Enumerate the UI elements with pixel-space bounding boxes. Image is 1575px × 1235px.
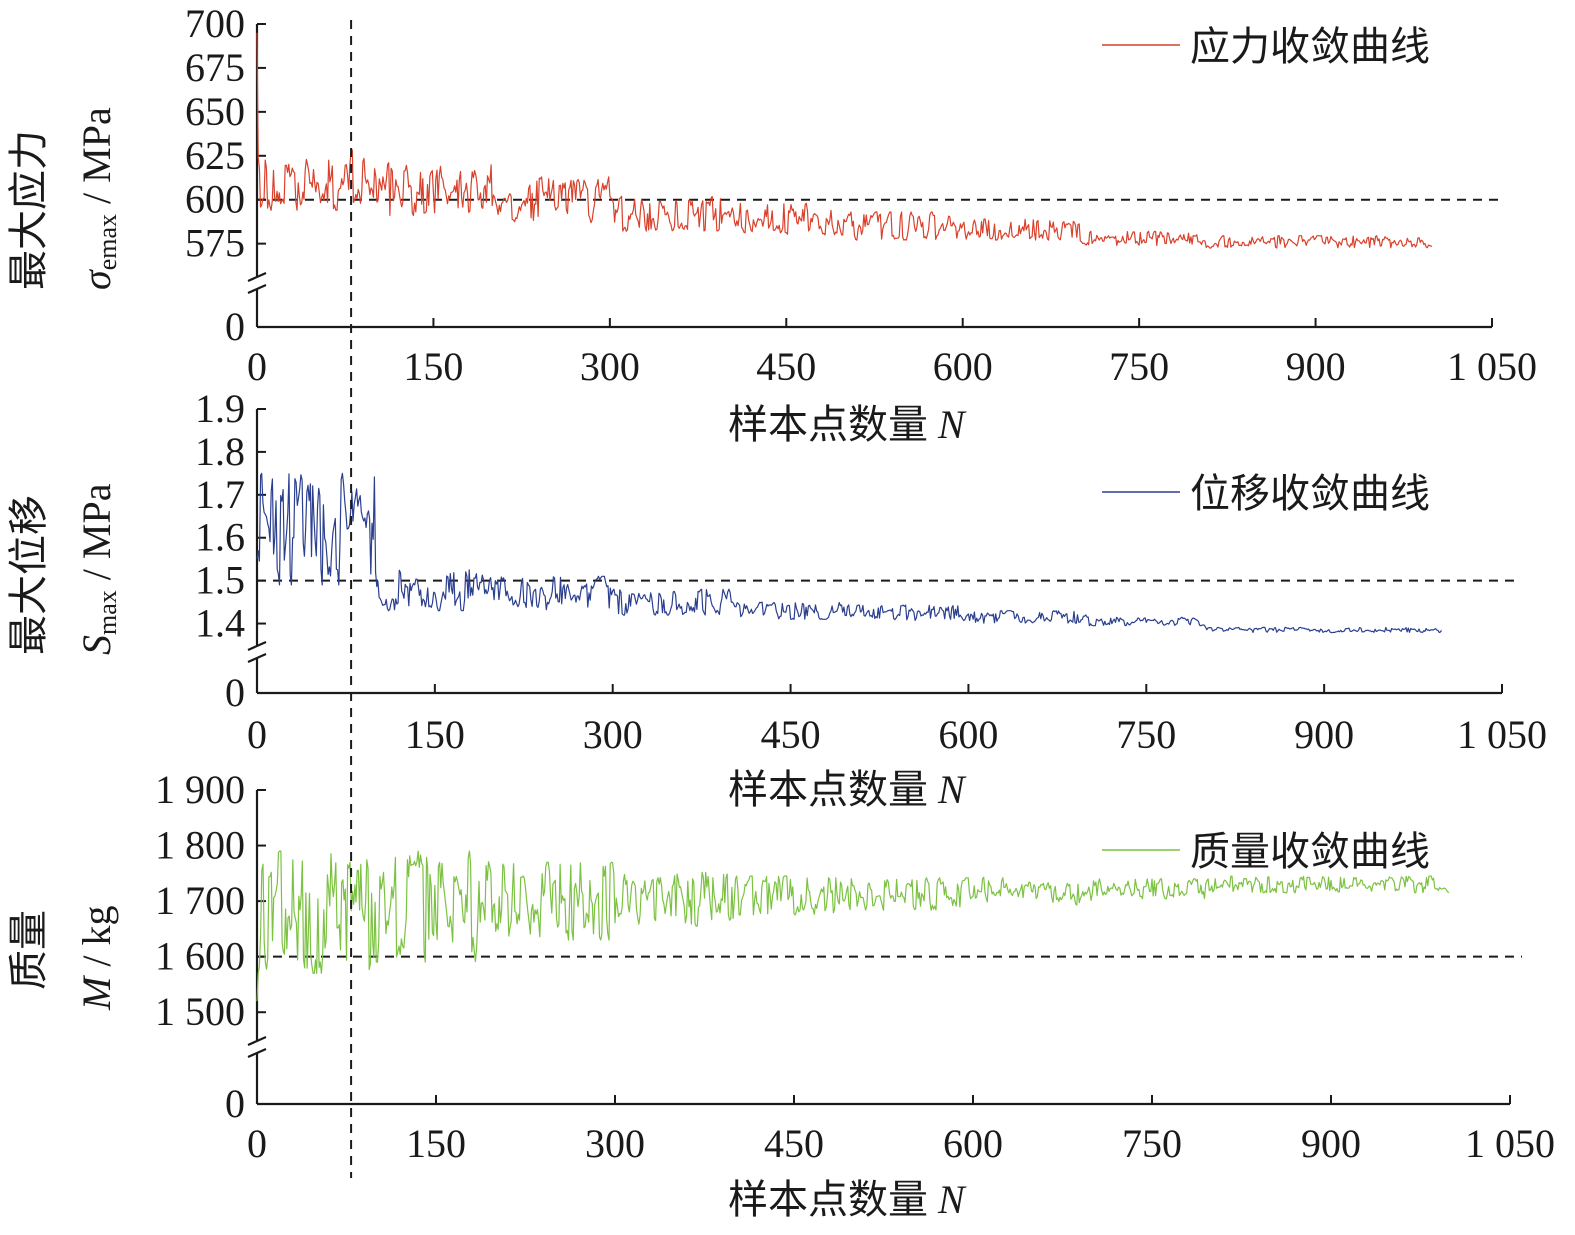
- displacement-y-tick-label: 1.9: [195, 386, 245, 431]
- mass-x-tick-label: 150: [406, 1121, 466, 1166]
- displacement-legend-label: 位移收敛曲线: [1190, 471, 1430, 516]
- stress-axis-break-mark-top: [247, 271, 267, 283]
- displacement-ylabel-sub: max: [93, 590, 122, 635]
- stress-x-tick-label: 1 050: [1447, 344, 1537, 389]
- stress-xlabel-main: 样本点数量: [728, 402, 938, 447]
- stress-x-tick-label: 150: [403, 344, 463, 389]
- displacement-y-axis-label: 最大位移 Smax / MPa: [6, 483, 122, 655]
- stress-y-tick-label: 625: [185, 133, 245, 178]
- stress-x-tick-label: 450: [756, 344, 816, 389]
- mass-legend: 质量收敛曲线: [1102, 829, 1430, 874]
- stress-legend-label: 应力收敛曲线: [1190, 24, 1430, 69]
- displacement-x-tick-label: 750: [1116, 712, 1176, 757]
- stress-x-tick-label: 750: [1109, 344, 1169, 389]
- displacement-x-tick-label: 150: [405, 712, 465, 757]
- stress-y-axis-label: 最大应力 σemax / MPa: [6, 107, 122, 290]
- mass-ylabel-unit-line: M / kg: [74, 906, 119, 1011]
- mass-y-zero-label: 0: [225, 1081, 245, 1126]
- displacement-x-axis-label: 样本点数量 N: [728, 767, 967, 812]
- stress-ylabel-unit: / MPa: [74, 107, 119, 214]
- displacement-x-tick-label: 0: [247, 712, 267, 757]
- displacement-x-tick-label: 900: [1294, 712, 1354, 757]
- stress-ylabel-unit-line: σemax / MPa: [74, 107, 122, 290]
- mass-ylabel-unit: / kg: [74, 906, 119, 977]
- stress-legend: 应力收敛曲线: [1102, 24, 1430, 69]
- stress-axis-break-mark-bottom: [247, 283, 267, 295]
- displacement-y-tick-label: 1.6: [195, 515, 245, 560]
- displacement-legend: 位移收敛曲线: [1102, 471, 1430, 516]
- stress-series: [256, 32, 1504, 249]
- mass-ylabel-main: 质量: [6, 910, 51, 990]
- displacement-series-line: [256, 472, 1442, 634]
- stress-x-tick-label: 300: [580, 344, 640, 389]
- displacement-x-tick-label: 450: [761, 712, 821, 757]
- stress-x-axis-label: 样本点数量 N: [728, 402, 967, 447]
- mass-series: [256, 850, 1522, 1002]
- stress-x-tick-label: 900: [1286, 344, 1346, 389]
- stress-panel: 最大应力 σemax / MPa 0 150 300 450 600 750 900 1 05…: [6, 1, 1537, 447]
- displacement-x-tick-label: 600: [938, 712, 998, 757]
- displacement-ylabel-main: 最大位移: [6, 495, 51, 655]
- mass-x-axis-label: 样本点数量 N: [728, 1177, 967, 1222]
- mass-x-tick-label: 0: [247, 1121, 267, 1166]
- displacement-y-zero-label: 0: [225, 670, 245, 715]
- stress-ylabel-sub: emax: [93, 214, 122, 270]
- mass-x-tick-label: 450: [764, 1121, 824, 1166]
- displacement-ylabel-unit-line: Smax / MPa: [74, 483, 122, 655]
- stress-y-tick-label: 700: [185, 1, 245, 46]
- stress-series-line: [256, 32, 1433, 249]
- mass-xlabel-symbol: N: [937, 1177, 967, 1222]
- mass-y-tick-label: 1 800: [155, 823, 245, 868]
- displacement-y-tick-label: 1.5: [195, 558, 245, 603]
- mass-legend-label: 质量收敛曲线: [1190, 829, 1430, 874]
- displacement-series: [256, 472, 1514, 634]
- mass-axis-break-mark-top: [247, 1035, 267, 1047]
- displacement-x-tick-label: 1 050: [1457, 712, 1547, 757]
- mass-y-tick-label: 1 500: [155, 989, 245, 1034]
- mass-panel: 质量 M / kg 0 150 300 450 600 750 900 1 050 1 500 1…: [6, 767, 1555, 1222]
- displacement-ylabel-unit: / MPa: [74, 483, 119, 590]
- stress-ylabel-main: 最大应力: [6, 130, 51, 290]
- mass-xlabel-main: 样本点数量: [728, 1177, 938, 1222]
- displacement-axis-break-mark-top: [247, 640, 267, 652]
- mass-y-tick-label: 1 600: [155, 934, 245, 979]
- stress-xlabel-symbol: N: [937, 402, 967, 447]
- displacement-axes: 0 150 300 450 600 750 900 1 050 1.41.51.61.71.81…: [195, 386, 1547, 757]
- mass-x-tick-label: 900: [1301, 1121, 1361, 1166]
- mass-y-tick-label: 1 700: [155, 878, 245, 923]
- stress-y-tick-label: 600: [185, 177, 245, 222]
- mass-ylabel-symbol: M: [74, 974, 119, 1011]
- mass-x-tick-label: 750: [1122, 1121, 1182, 1166]
- mass-x-tick-label: 600: [943, 1121, 1003, 1166]
- mass-x-tick-label: 1 050: [1465, 1121, 1555, 1166]
- stress-ylabel-symbol: σ: [74, 269, 119, 290]
- displacement-y-tick-label: 1.8: [195, 429, 245, 474]
- stress-axes: 0 150 300 450 600 750 900 1 0505756006256506757…: [185, 1, 1537, 389]
- stress-y-tick-label: 675: [185, 45, 245, 90]
- displacement-panel: 最大位移 Smax / MPa 0 150 300 450 600 750 900 1 050…: [6, 386, 1547, 812]
- mass-y-axis-label: 质量 M / kg: [6, 906, 119, 1011]
- displacement-ylabel-symbol: S: [74, 635, 119, 655]
- mass-axis-break-mark-bottom: [247, 1047, 267, 1059]
- stress-x-tick-label: 600: [933, 344, 993, 389]
- displacement-xlabel-symbol: N: [937, 767, 967, 812]
- displacement-y-tick-label: 1.7: [195, 472, 245, 517]
- displacement-axis-break-mark-bottom: [247, 652, 267, 664]
- mass-axes: 0 150 300 450 600 750 900 1 050 1 500 1 600 1 700 1…: [155, 767, 1555, 1166]
- displacement-y-tick-label: 1.4: [195, 601, 245, 646]
- mass-y-tick-label: 1 900: [155, 767, 245, 812]
- mass-x-tick-label: 300: [585, 1121, 645, 1166]
- stress-y-zero-label: 0: [225, 304, 245, 349]
- stress-y-tick-label: 575: [185, 221, 245, 266]
- displacement-x-tick-label: 300: [583, 712, 643, 757]
- mass-series-line: [256, 850, 1450, 1002]
- displacement-xlabel-main: 样本点数量: [728, 767, 938, 812]
- stress-x-tick-label: 0: [247, 344, 267, 389]
- stress-y-tick-label: 650: [185, 89, 245, 134]
